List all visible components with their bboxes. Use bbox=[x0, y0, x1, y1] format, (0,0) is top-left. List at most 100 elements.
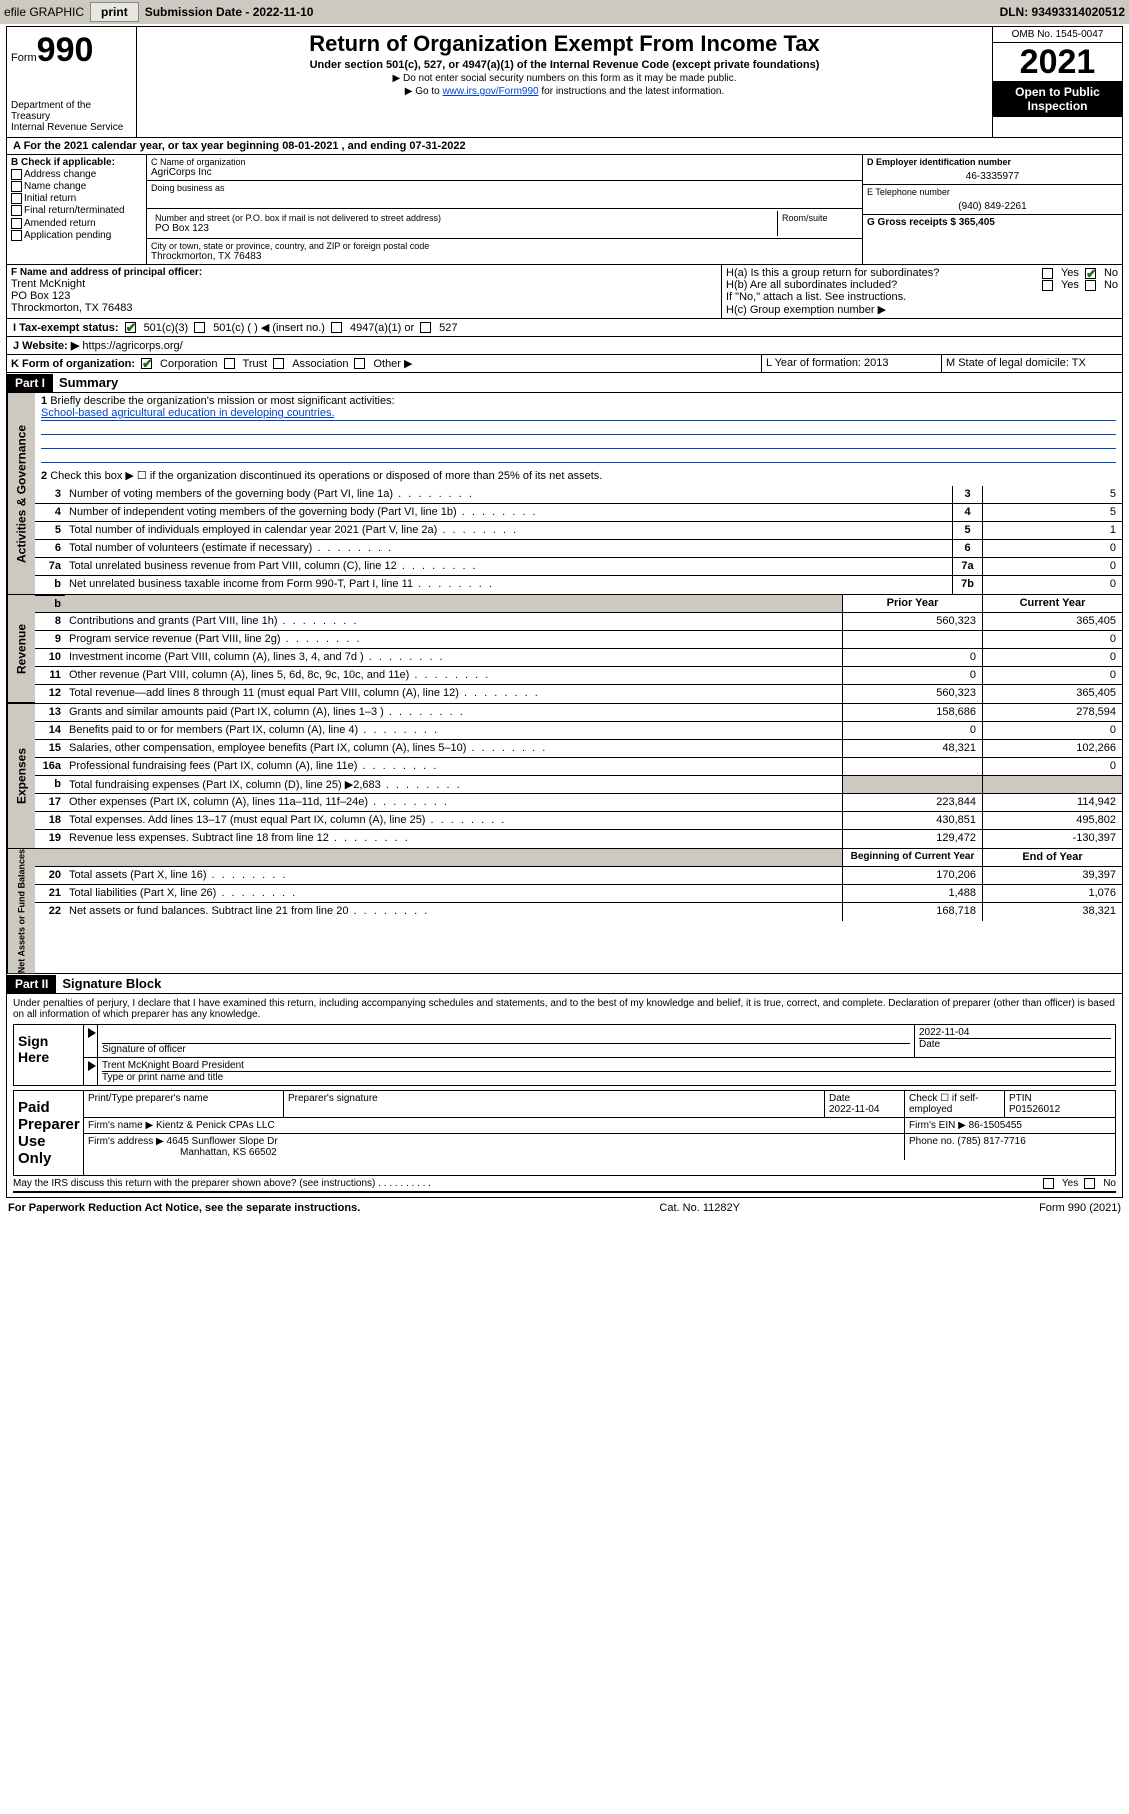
part2-header: Part II Signature Block bbox=[7, 974, 1122, 994]
note-link: ▶ Go to www.irs.gov/Form990 for instruct… bbox=[143, 86, 986, 97]
room-label: Room/suite bbox=[782, 213, 854, 223]
page-footer: For Paperwork Reduction Act Notice, see … bbox=[0, 1200, 1129, 1216]
chk-amended[interactable]: Amended return bbox=[11, 218, 142, 229]
chk-assoc[interactable] bbox=[273, 358, 284, 369]
sidebar-governance: Activities & Governance bbox=[7, 393, 35, 594]
chk-other[interactable] bbox=[354, 358, 365, 369]
chk-address[interactable]: Address change bbox=[11, 169, 142, 180]
city-label: City or town, state or province, country… bbox=[151, 241, 858, 251]
line-12: 12 Total revenue—add lines 8 through 11 … bbox=[35, 685, 1122, 703]
section-j: J Website: ▶ https://agricorps.org/ bbox=[7, 337, 1122, 355]
form-990: Form990 Department of the Treasury Inter… bbox=[6, 26, 1123, 1198]
section-f-h: F Name and address of principal officer:… bbox=[7, 265, 1122, 319]
form-title: Return of Organization Exempt From Incom… bbox=[143, 31, 986, 57]
b-label: B Check if applicable: bbox=[11, 157, 142, 168]
line-16a: 16a Professional fundraising fees (Part … bbox=[35, 758, 1122, 776]
ha-no[interactable] bbox=[1085, 268, 1096, 279]
submission-date: Submission Date - 2022-11-10 bbox=[145, 5, 314, 19]
c-label: C Name of organization bbox=[151, 157, 858, 167]
chk-501c[interactable] bbox=[194, 322, 205, 333]
website-val: https://agricorps.org/ bbox=[82, 340, 182, 352]
irs-no[interactable] bbox=[1084, 1178, 1095, 1189]
line-14: 14 Benefits paid to or for members (Part… bbox=[35, 722, 1122, 740]
sidebar-expenses: Expenses bbox=[7, 704, 35, 848]
topbar: efile GRAPHIC print Submission Date - 20… bbox=[0, 0, 1129, 24]
ein-val: 46-3335977 bbox=[867, 171, 1118, 182]
phone-val: (940) 849-2261 bbox=[867, 201, 1118, 212]
section-b-to-g: B Check if applicable: Address change Na… bbox=[7, 155, 1122, 265]
form-header: Form990 Department of the Treasury Inter… bbox=[7, 27, 1122, 138]
line-17: 17 Other expenses (Part IX, column (A), … bbox=[35, 794, 1122, 812]
line-3: 3 Number of voting members of the govern… bbox=[35, 486, 1122, 504]
line-11: 11 Other revenue (Part VIII, column (A),… bbox=[35, 667, 1122, 685]
line-21: 21 Total liabilities (Part X, line 26) 1… bbox=[35, 885, 1122, 903]
addr-val: PO Box 123 bbox=[155, 223, 773, 234]
chk-4947[interactable] bbox=[331, 322, 342, 333]
print-button[interactable]: print bbox=[90, 2, 139, 22]
efile-label: efile GRAPHIC bbox=[4, 5, 84, 19]
public-inspection: Open to Public Inspection bbox=[993, 81, 1122, 117]
tax-year: 2021 bbox=[993, 43, 1122, 81]
city-val: Throckmorton, TX 76483 bbox=[151, 251, 858, 262]
line-8: 8 Contributions and grants (Part VIII, l… bbox=[35, 613, 1122, 631]
line-b: b Net unrelated business taxable income … bbox=[35, 576, 1122, 594]
line-5: 5 Total number of individuals employed i… bbox=[35, 522, 1122, 540]
line-22: 22 Net assets or fund balances. Subtract… bbox=[35, 903, 1122, 921]
irs-label: Internal Revenue Service bbox=[11, 122, 132, 133]
irs-yes[interactable] bbox=[1043, 1178, 1054, 1189]
section-i: I Tax-exempt status: 501(c)(3) 501(c) ( … bbox=[7, 319, 1122, 337]
line-9: 9 Program service revenue (Part VIII, li… bbox=[35, 631, 1122, 649]
chk-initial[interactable]: Initial return bbox=[11, 193, 142, 204]
line-6: 6 Total number of volunteers (estimate i… bbox=[35, 540, 1122, 558]
paid-preparer: Paid Preparer Use Only bbox=[14, 1091, 84, 1175]
d-label: D Employer identification number bbox=[867, 157, 1118, 167]
chk-corp[interactable] bbox=[141, 358, 152, 369]
sidebar-net: Net Assets or Fund Balances bbox=[7, 849, 35, 973]
chk-name[interactable]: Name change bbox=[11, 181, 142, 192]
f-label: F Name and address of principal officer: bbox=[11, 267, 717, 278]
section-k-l-m: K Form of organization: Corporation Trus… bbox=[7, 355, 1122, 373]
e-label: E Telephone number bbox=[867, 187, 1118, 197]
may-irs: May the IRS discuss this return with the… bbox=[13, 1178, 1037, 1189]
dept-label: Department of the Treasury bbox=[11, 100, 132, 122]
officer-name: Trent McKnight bbox=[11, 278, 717, 290]
sign-here: Sign Here bbox=[14, 1025, 84, 1085]
hb-no[interactable] bbox=[1085, 280, 1096, 291]
hb-yes[interactable] bbox=[1042, 280, 1053, 291]
chk-pending[interactable]: Application pending bbox=[11, 230, 142, 241]
org-name: AgriCorps Inc bbox=[151, 167, 858, 178]
line-7a: 7a Total unrelated business revenue from… bbox=[35, 558, 1122, 576]
chk-501c3[interactable] bbox=[125, 322, 136, 333]
omb-number: OMB No. 1545-0047 bbox=[993, 27, 1122, 43]
form-prefix: Form bbox=[11, 52, 37, 64]
mission-link[interactable]: School-based agricultural education in d… bbox=[41, 407, 335, 419]
ha-label: H(a) Is this a group return for subordin… bbox=[726, 267, 1036, 279]
irs-link[interactable]: www.irs.gov/Form990 bbox=[442, 86, 538, 97]
tax-period: A For the 2021 calendar year, or tax yea… bbox=[7, 138, 1122, 155]
addr-label: Number and street (or P.O. box if mail i… bbox=[155, 213, 773, 223]
part1-header: Part I Summary bbox=[7, 373, 1122, 393]
sidebar-revenue: Revenue bbox=[7, 595, 35, 703]
hb-label: H(b) Are all subordinates included? bbox=[726, 279, 1036, 291]
officer-city: Throckmorton, TX 76483 bbox=[11, 302, 717, 314]
arrow-icon bbox=[88, 1061, 96, 1071]
form-subtitle: Under section 501(c), 527, or 4947(a)(1)… bbox=[143, 59, 986, 71]
line-19: 19 Revenue less expenses. Subtract line … bbox=[35, 830, 1122, 848]
g-label: G Gross receipts $ 365,405 bbox=[867, 217, 1118, 228]
line-b: b Total fundraising expenses (Part IX, c… bbox=[35, 776, 1122, 794]
line-13: 13 Grants and similar amounts paid (Part… bbox=[35, 704, 1122, 722]
l-year: L Year of formation: 2013 bbox=[762, 355, 942, 372]
declaration: Under penalties of perjury, I declare th… bbox=[13, 998, 1116, 1020]
hc-label: H(c) Group exemption number ▶ bbox=[726, 303, 1118, 316]
ha-yes[interactable] bbox=[1042, 268, 1053, 279]
chk-527[interactable] bbox=[420, 322, 431, 333]
form-number: 990 bbox=[37, 31, 94, 69]
line-20: 20 Total assets (Part X, line 16) 170,20… bbox=[35, 867, 1122, 885]
line-15: 15 Salaries, other compensation, employe… bbox=[35, 740, 1122, 758]
line-10: 10 Investment income (Part VIII, column … bbox=[35, 649, 1122, 667]
arrow-icon bbox=[88, 1028, 96, 1038]
line-4: 4 Number of independent voting members o… bbox=[35, 504, 1122, 522]
chk-final[interactable]: Final return/terminated bbox=[11, 205, 142, 216]
dln-label: DLN: 93493314020512 bbox=[1000, 5, 1125, 19]
chk-trust[interactable] bbox=[224, 358, 235, 369]
